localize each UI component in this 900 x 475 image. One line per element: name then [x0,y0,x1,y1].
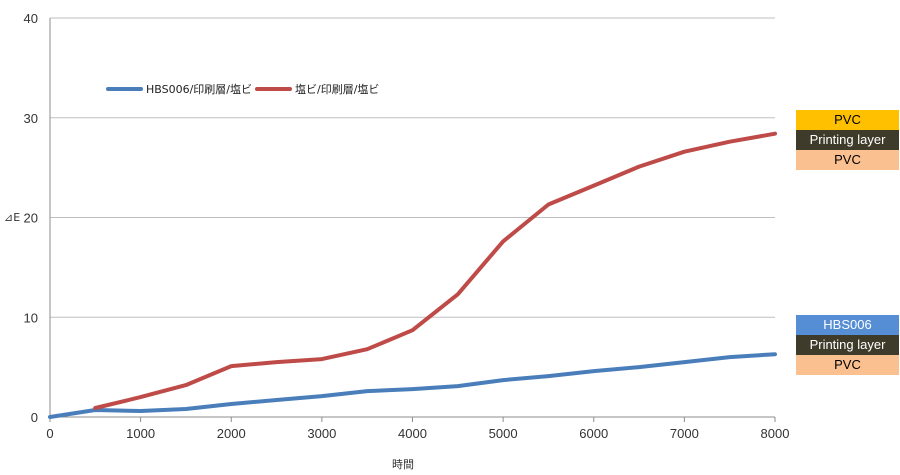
y-tick-label: 40 [24,11,38,26]
axes [49,18,776,422]
y-tick-label: 30 [24,111,38,126]
x-axis-title: 時間 [392,458,414,471]
layer-lower-1: HBS006 [796,315,899,335]
x-tick-label: 0 [46,426,53,441]
layer-lower-2: Printing layer [796,335,899,355]
layer-upper-3: PVC [796,150,899,170]
x-tick-label: 2000 [217,426,246,441]
layer-lower-3: PVC [796,355,899,375]
legend-background [93,74,376,114]
x-tick-label: 1000 [126,426,155,441]
legend: HBS006/印刷層/塩ビ 塩ビ/印刷層/塩ビ [93,74,379,114]
tick-labels: 0 10 20 30 40 0 1000 2000 3000 4000 5000 6000 7000 80… [24,11,790,441]
y-tick-label: 20 [24,211,38,226]
y-axis-title: ⊿E [4,211,20,224]
x-tick-label: 3000 [307,426,336,441]
series-line-2 [93,131,777,410]
x-tick-label: 8000 [761,426,790,441]
legend-label-2: 塩ビ/印刷層/塩ビ [295,82,379,96]
series-lines [48,131,777,419]
layer-upper-2: Printing layer [796,130,899,150]
series-line-1 [48,352,777,419]
x-tick-label: 7000 [670,426,699,441]
layer-stack-hbs006-pvc: HBS006 Printing layer PVC [796,315,899,375]
y-tick-label: 0 [31,410,38,425]
x-tick-label: 4000 [398,426,427,441]
layer-upper-1: PVC [796,110,899,130]
gridlines [50,17,775,318]
line-chart: 0 10 20 30 40 0 1000 2000 3000 4000 5000 6000 7000 80… [4,11,790,471]
x-tick-label: 6000 [579,426,608,441]
layer-stack-pvc-pvc: PVC Printing layer PVC [796,110,899,170]
y-tick-label: 10 [24,310,38,325]
x-tick-label: 5000 [489,426,518,441]
legend-label-1: HBS006/印刷層/塩ビ [146,82,252,96]
